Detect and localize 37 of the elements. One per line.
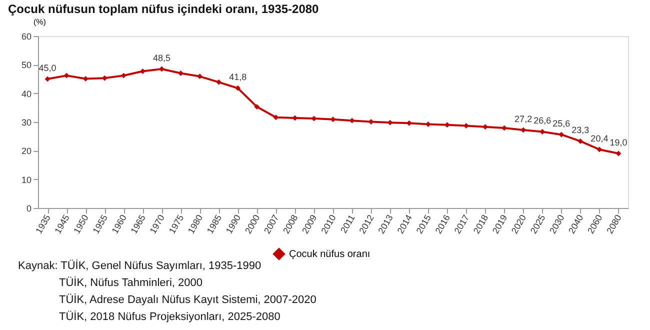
legend-label: Çocuk nüfus oranı <box>289 249 370 260</box>
chart-title: Çocuk nüfusun toplam nüfus içindeki oranı, 1935-2080 <box>8 2 320 16</box>
y-tick-label: 60 <box>21 32 32 42</box>
point <box>64 72 70 78</box>
y-tick-label: 40 <box>21 88 32 99</box>
data-label: 27,2 <box>514 114 532 124</box>
text: TÜİK, Adrese Dayalı Nüfus Kayıt Sistemi, 2007-2020 <box>59 293 316 306</box>
point <box>235 85 241 91</box>
data-label: 20,4 <box>590 134 608 144</box>
text: TÜİK, Nüfus Tahminleri, 2000 <box>59 276 202 289</box>
text: Kaynak: TÜİK, Genel Nüfus Sayımları, 1935-1990 <box>18 259 262 272</box>
y-tick-label: 0 <box>26 204 32 214</box>
point <box>254 104 260 110</box>
point <box>578 138 584 144</box>
point <box>558 132 564 138</box>
data-label: 45,0 <box>38 63 56 73</box>
y-tick-label: 50 <box>21 60 32 70</box>
text: TÜİK, 2018 Nüfus Projeksiyonları, 2025-2080 <box>59 310 280 323</box>
point <box>44 76 50 82</box>
y-tick-label: 30 <box>21 118 32 128</box>
data-label: 26,6 <box>534 116 552 126</box>
point <box>140 68 146 74</box>
y-tick-label: 20 <box>21 146 32 156</box>
data-label: 25,6 <box>552 118 570 129</box>
point <box>616 150 622 156</box>
point <box>596 146 602 152</box>
y-axis-title: (%) <box>34 18 46 26</box>
data-label: 48,5 <box>152 52 170 63</box>
point <box>178 70 184 76</box>
point <box>540 129 546 134</box>
data-label: 19,0 <box>610 138 628 148</box>
data-label: 41,8 <box>229 72 247 82</box>
point <box>197 74 203 80</box>
point <box>216 79 222 85</box>
y-tick-label: 10 <box>21 174 32 185</box>
point <box>482 124 488 130</box>
data-label: 23,3 <box>572 125 590 136</box>
